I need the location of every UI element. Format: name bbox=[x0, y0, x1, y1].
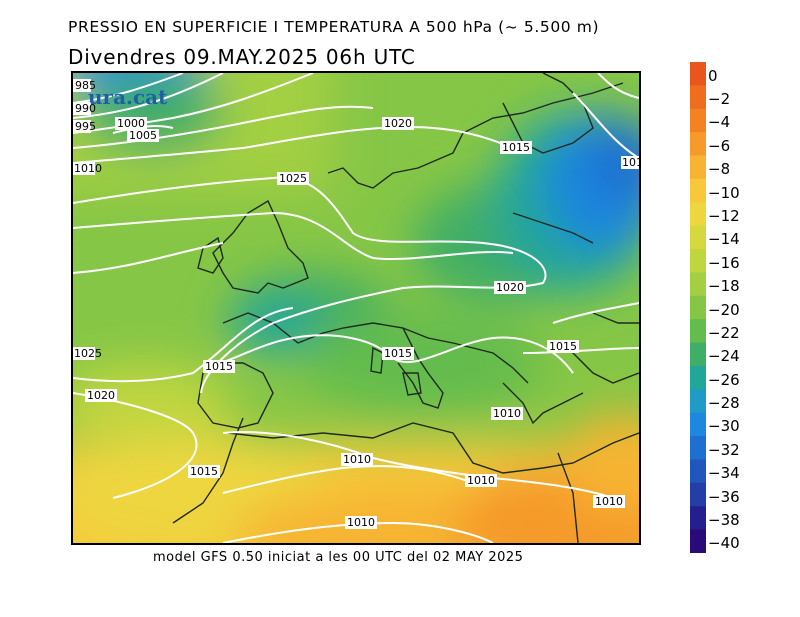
isobar-label: 1015 bbox=[500, 141, 532, 154]
svg-text:1010: 1010 bbox=[595, 495, 623, 508]
colorbar-step bbox=[690, 365, 706, 390]
colorbar-step bbox=[690, 529, 706, 553]
isobar-label: 1015 bbox=[547, 340, 579, 353]
svg-text:995: 995 bbox=[75, 120, 96, 133]
svg-text:1015: 1015 bbox=[549, 340, 577, 353]
colorbar-label: −26 bbox=[708, 370, 740, 389]
isobar-label: 995 bbox=[73, 120, 96, 133]
temperature-colorbar bbox=[690, 62, 706, 553]
colorbar-label: −4 bbox=[708, 113, 731, 132]
chart-title: PRESSIO EN SUPERFICIE I TEMPERATURA A 50… bbox=[68, 18, 600, 36]
colorbar-label: −38 bbox=[708, 510, 740, 529]
colorbar-label: −28 bbox=[708, 394, 740, 413]
svg-text:1025: 1025 bbox=[74, 347, 102, 360]
colorbar-label: −10 bbox=[708, 183, 740, 202]
svg-text:1015: 1015 bbox=[384, 347, 412, 360]
svg-text:1005: 1005 bbox=[129, 129, 157, 142]
colorbar-label: −8 bbox=[708, 160, 731, 179]
isobar-label: 1015 bbox=[188, 465, 220, 478]
svg-text:1000: 1000 bbox=[117, 117, 145, 130]
colorbar-step bbox=[690, 436, 706, 460]
colorbar-step bbox=[690, 155, 706, 180]
colorbar-step bbox=[690, 85, 706, 110]
isobar-labels: 985 990 995 1000 1005 1010 1025 1020 101… bbox=[73, 79, 639, 529]
isobar-label: 1020 bbox=[382, 117, 414, 130]
colorbar-step bbox=[690, 459, 706, 484]
colorbar-step bbox=[690, 225, 706, 250]
svg-text:1025: 1025 bbox=[279, 172, 307, 185]
colorbar-step bbox=[690, 295, 706, 320]
svg-text:1010: 1010 bbox=[343, 453, 371, 466]
colorbar-step bbox=[690, 132, 706, 157]
colorbar-label: −12 bbox=[708, 206, 740, 225]
isobar-label: 1010 bbox=[621, 156, 639, 169]
svg-text:1010: 1010 bbox=[493, 407, 521, 420]
colorbar-step bbox=[690, 482, 706, 507]
isobar-label: 1010 bbox=[73, 162, 102, 175]
isobar-label: 1010 bbox=[593, 495, 625, 508]
svg-text:1020: 1020 bbox=[496, 281, 524, 294]
colorbar-label: −30 bbox=[708, 417, 740, 436]
colorbar-label: −16 bbox=[708, 253, 740, 272]
isobar-label: 1010 bbox=[345, 516, 377, 529]
temperature-field bbox=[73, 73, 639, 543]
isobar-label: 1020 bbox=[85, 389, 117, 402]
isobar-label: 1015 bbox=[203, 360, 235, 373]
colorbar-label: −22 bbox=[708, 323, 740, 342]
colorbar-label: 0 bbox=[708, 66, 718, 85]
isobar-label: 1005 bbox=[127, 129, 159, 142]
colorbar-step bbox=[690, 319, 706, 344]
colorbar-step bbox=[690, 62, 706, 86]
isobar-label: 1015 bbox=[382, 347, 414, 360]
colorbar-label: −14 bbox=[708, 230, 740, 249]
isobar-label: 1010 bbox=[341, 453, 373, 466]
colorbar-step bbox=[690, 249, 706, 273]
svg-text:1020: 1020 bbox=[384, 117, 412, 130]
colorbar-step bbox=[690, 272, 706, 297]
coastlines bbox=[172, 73, 639, 543]
colorbar-step bbox=[690, 412, 706, 437]
svg-text:990: 990 bbox=[75, 102, 96, 115]
isobar-label: 985 bbox=[73, 79, 96, 92]
colorbar-label: −18 bbox=[708, 277, 740, 296]
brand-watermark: ura.cat bbox=[88, 85, 168, 109]
svg-text:1010: 1010 bbox=[347, 516, 375, 529]
svg-text:1015: 1015 bbox=[502, 141, 530, 154]
svg-text:1015: 1015 bbox=[205, 360, 233, 373]
model-run-info: model GFS 0.50 iniciat a les 00 UTC del … bbox=[153, 550, 524, 565]
forecast-date: Divendres 09.MAY.2025 06h UTC bbox=[68, 45, 416, 69]
colorbar-label: −24 bbox=[708, 347, 740, 366]
colorbar-label: −32 bbox=[708, 440, 740, 459]
weather-map: 985 990 995 1000 1005 1010 1025 1020 101… bbox=[71, 71, 641, 545]
colorbar-step bbox=[690, 108, 706, 133]
svg-text:1020: 1020 bbox=[87, 389, 115, 402]
svg-text:1010: 1010 bbox=[74, 162, 102, 175]
isobar-label: 1000 bbox=[115, 117, 147, 130]
svg-text:1010: 1010 bbox=[622, 156, 639, 169]
colorbar-label: −20 bbox=[708, 300, 740, 319]
isobar-label: 1025 bbox=[73, 347, 102, 360]
isobar-label: 1010 bbox=[491, 407, 523, 420]
colorbar-label: −2 bbox=[708, 90, 731, 109]
colorbar-step bbox=[690, 389, 706, 414]
colorbar-label: −40 bbox=[708, 534, 740, 553]
isobar-label: 1025 bbox=[277, 172, 309, 185]
isobar-label: 1020 bbox=[494, 281, 526, 294]
colorbar-label: −36 bbox=[708, 487, 740, 506]
svg-text:1010: 1010 bbox=[467, 474, 495, 487]
colorbar-step bbox=[690, 178, 706, 203]
colorbar-step bbox=[690, 506, 706, 531]
colorbar-label: −6 bbox=[708, 136, 731, 155]
isobar-label: 1010 bbox=[465, 474, 497, 487]
colorbar-step bbox=[690, 342, 706, 367]
isobars bbox=[73, 73, 639, 543]
svg-text:985: 985 bbox=[75, 79, 96, 92]
colorbar-label: −34 bbox=[708, 464, 740, 483]
svg-text:1015: 1015 bbox=[190, 465, 218, 478]
isobar-label: 990 bbox=[73, 102, 96, 115]
colorbar-step bbox=[690, 202, 706, 227]
